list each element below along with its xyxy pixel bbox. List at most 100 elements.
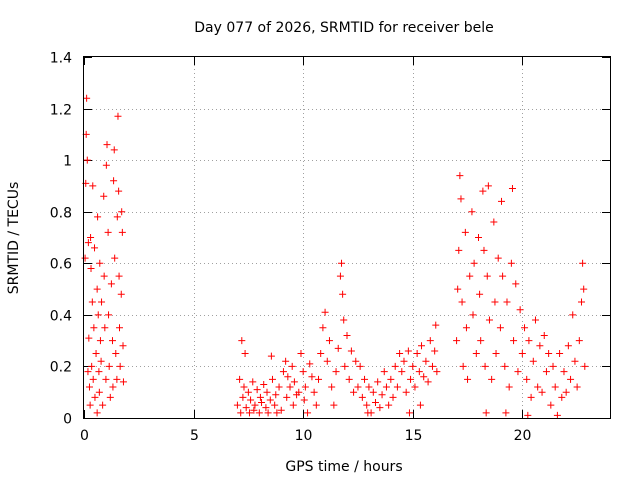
data-point [545,350,553,358]
data-point [85,334,93,342]
x-tick-label: 5 [190,428,199,444]
data-point [81,254,89,262]
data-point [420,373,428,381]
data-point [282,357,290,365]
data-point [341,362,349,370]
data-point [106,393,114,401]
data-point [119,342,127,350]
axis-ticks: 0 0.2 0.4 0.6 0.8 1 1.2 1.4 0 5 10 15 20 [50,51,610,444]
data-point [312,401,320,409]
data-point [315,375,323,383]
data-point [95,388,103,396]
data-point [516,306,524,314]
data-point [575,337,583,345]
data-point [501,362,509,370]
data-point [531,316,539,324]
data-point [84,368,92,376]
data-point [376,404,384,412]
data-point [236,375,244,383]
data-point [319,324,327,332]
data-point [87,234,95,241]
data-point [260,380,268,388]
data-point [485,316,493,324]
data-point [306,360,314,368]
data-point [268,375,276,383]
data-point [472,350,480,358]
data-point [424,378,432,386]
data-point [481,362,489,370]
data-point [91,244,99,252]
data-point [104,228,112,236]
data-point [340,316,348,324]
data-point [310,388,318,396]
data-point [334,344,342,352]
data-point [510,337,518,345]
data-point [564,342,572,350]
data-point [110,177,118,185]
data-point [263,388,271,396]
y-tick-label: 1 [63,154,72,170]
data-points [81,94,589,419]
data-point [110,146,118,154]
y-tick-label: 0 [63,412,72,428]
data-point [432,321,440,329]
data-point [114,112,122,120]
x-tick-label: 0 [80,428,89,444]
y-tick-label: 0.8 [50,206,72,222]
data-point [336,272,344,280]
data-point [118,228,126,236]
data-point [553,411,561,419]
data-point [396,350,404,358]
data-point [96,259,104,267]
data-point [378,391,386,399]
data-point [490,218,498,226]
data-point [317,350,325,358]
data-point [508,185,516,193]
data-point [484,182,492,190]
data-point [569,311,577,319]
data-point [477,337,485,345]
data-point [547,401,555,409]
data-point [428,362,436,370]
data-point [361,375,369,383]
y-tick-label: 0.2 [50,360,72,376]
data-point [101,324,109,332]
plot-frame [83,56,611,419]
data-point [102,375,110,383]
data-point [518,350,526,358]
data-point [536,342,544,350]
data-point [100,192,108,200]
grid [84,57,610,418]
data-point [496,324,504,332]
data-point [542,368,550,376]
data-point [304,409,312,417]
data-point [300,396,308,404]
data-point [262,404,270,412]
data-point [374,378,382,386]
data-point [431,347,439,355]
data-point [93,285,101,293]
data-point [418,342,426,350]
data-point [453,337,461,345]
data-point [118,208,126,216]
data-point [275,383,283,391]
data-point [290,378,298,386]
data-point [88,362,96,370]
data-point [256,393,264,401]
data-point [549,362,557,370]
data-point [323,357,331,365]
data-point [426,337,434,345]
data-point [264,409,272,417]
data-point [247,396,255,404]
y-tick-label: 1.2 [50,103,72,119]
data-point [332,368,340,376]
data-point [279,368,287,376]
data-point [103,141,111,149]
data-point [98,298,106,306]
data-point [556,350,564,358]
data-point [97,357,105,365]
data-point [464,375,472,383]
data-point [330,401,338,409]
data-point [85,383,93,391]
